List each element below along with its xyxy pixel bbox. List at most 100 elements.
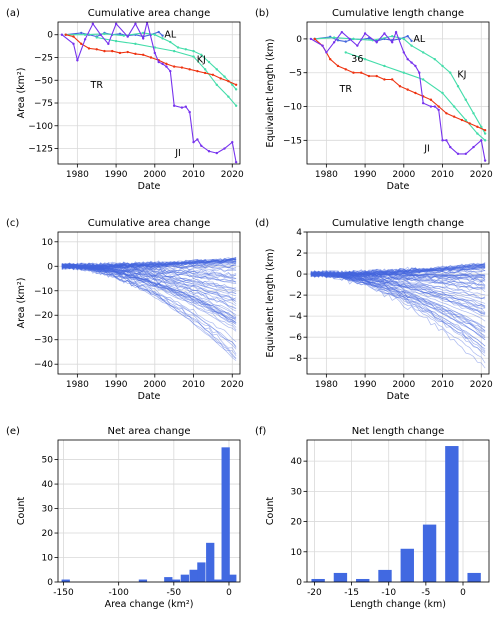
data-point-36 xyxy=(476,132,479,135)
data-point-TR xyxy=(80,42,83,46)
x-tick-label: 2020 xyxy=(221,380,244,390)
y-tick-label: −75 xyxy=(34,99,53,109)
ensemble-line xyxy=(310,272,486,329)
ensemble-line xyxy=(310,263,486,276)
ensemble-line xyxy=(61,259,237,268)
ensemble-line xyxy=(61,265,237,297)
ensemble-line xyxy=(310,270,486,276)
y-axis-label: Count xyxy=(16,497,27,525)
data-point-JI xyxy=(192,140,195,144)
panel-d: 1980 1990 2000 2010 2020 4 2 0 −2 −4 −6 −8 Cumulativ… xyxy=(255,218,493,402)
data-point-JI xyxy=(383,32,386,35)
ensemble-line xyxy=(61,262,237,269)
ensemble-line xyxy=(61,260,237,268)
x-tick-label: -5 xyxy=(421,588,430,598)
data-point-36 xyxy=(464,118,467,122)
ensemble-line xyxy=(61,264,237,316)
data-point-TR xyxy=(406,88,409,91)
ensemble-line xyxy=(61,265,237,284)
data-point-36 xyxy=(483,139,487,142)
plot-area xyxy=(61,447,237,582)
ensemble-line xyxy=(61,264,237,342)
y-tick-label: 10 xyxy=(291,548,303,558)
ensemble-line xyxy=(310,273,486,349)
panel-title: Cumulative length change xyxy=(332,218,464,229)
ensemble-line xyxy=(310,273,486,354)
y-tick-label: 20 xyxy=(291,518,303,528)
ensemble-line xyxy=(310,272,486,277)
ensemble-line xyxy=(61,260,237,269)
ensemble-line xyxy=(310,264,486,278)
ensemble-line xyxy=(61,264,237,284)
ensemble-line xyxy=(61,263,237,277)
annotation-label: TR xyxy=(339,84,353,95)
ensemble-line xyxy=(61,265,237,319)
ensemble-line xyxy=(310,265,486,277)
panel-f: -20 -15 -10 -5 0 0 10 20 30 40 Net length change (f… xyxy=(255,426,490,610)
data-point-TR xyxy=(149,56,153,59)
ensemble-line xyxy=(61,263,237,295)
panel-letter: (d) xyxy=(255,218,269,229)
data-point-KJ xyxy=(402,37,406,41)
ensemble-line xyxy=(61,264,237,290)
data-point-TR xyxy=(134,52,137,56)
panel-letter: (c) xyxy=(6,218,19,229)
data-point-36 xyxy=(344,51,347,54)
ensemble-line xyxy=(310,273,486,328)
data-point-KJ xyxy=(441,64,444,68)
ensemble-line xyxy=(310,271,486,281)
data-point-KJ-2 xyxy=(215,83,218,87)
data-point-JI xyxy=(414,64,417,68)
data-point-JI xyxy=(480,139,483,142)
ensemble-line xyxy=(61,264,237,325)
ensemble-line xyxy=(310,270,486,283)
x-tick-label: 1980 xyxy=(315,170,338,180)
data-point-KJ xyxy=(215,68,218,71)
axes-frame xyxy=(306,231,490,375)
ensemble-line xyxy=(61,265,237,319)
ensemble-line xyxy=(310,262,486,278)
data-point-KJ xyxy=(234,88,238,91)
data-point-KJ xyxy=(449,71,452,74)
ensemble-line xyxy=(61,263,237,318)
axes-frame xyxy=(57,231,241,375)
data-point-TR xyxy=(219,77,222,80)
data-point-JI xyxy=(445,139,448,142)
ensemble-line xyxy=(310,264,486,278)
ensemble-line xyxy=(310,272,486,300)
data-point-KJ xyxy=(231,83,234,87)
ensemble-line xyxy=(61,264,237,269)
y-axis-label: Count xyxy=(265,497,276,525)
data-point-TR xyxy=(95,48,98,51)
data-point-JI xyxy=(394,30,398,34)
x-tick-label: 0 xyxy=(226,588,232,598)
series-line-JI xyxy=(310,30,486,161)
data-point-JI xyxy=(363,32,367,35)
ensemble-line xyxy=(310,272,486,279)
data-point-JI xyxy=(188,110,191,114)
data-point-JI xyxy=(165,65,168,68)
histogram-bar xyxy=(61,579,70,582)
ensemble-line xyxy=(61,258,237,269)
ensemble-line xyxy=(61,265,237,300)
data-point-TR xyxy=(375,74,378,78)
y-tick-label: −20 xyxy=(34,311,53,321)
y-tick-label: 30 xyxy=(42,505,54,515)
ensemble-line xyxy=(310,267,486,278)
ensemble-line xyxy=(310,271,486,369)
data-point-KJ xyxy=(153,33,157,36)
data-point-TR xyxy=(390,78,394,81)
ensemble-line xyxy=(61,264,237,355)
data-point-JI xyxy=(172,104,176,107)
ensemble-line xyxy=(61,259,237,269)
ensemble-line xyxy=(310,270,486,282)
annotation-label: TR xyxy=(90,80,104,91)
data-point-TR xyxy=(188,68,191,71)
ensemble-line xyxy=(61,264,237,283)
ensemble-line xyxy=(310,263,486,278)
ensemble-line xyxy=(310,272,486,296)
axes-frame xyxy=(57,21,241,165)
ensemble-line xyxy=(310,269,486,277)
data-point-KJ-2 xyxy=(153,46,157,49)
